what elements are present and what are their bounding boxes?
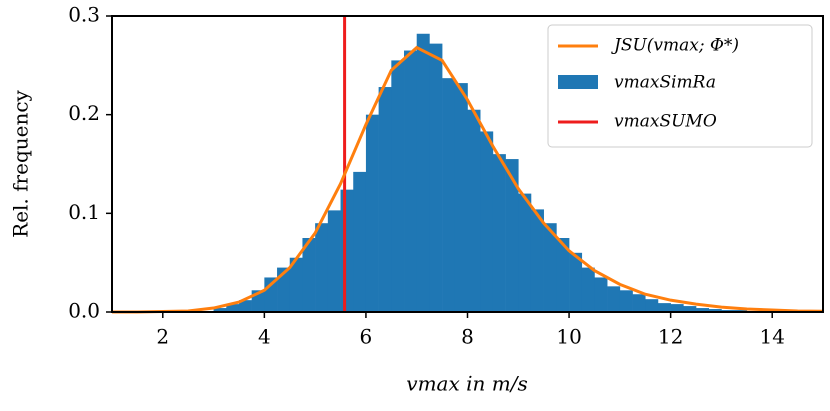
fit-curve <box>112 45 824 314</box>
histogram-bar <box>518 193 532 312</box>
histogram-bar <box>429 43 443 312</box>
histogram-bar <box>492 154 506 312</box>
y-tick-label: 0.2 <box>68 101 100 125</box>
histogram-bar <box>581 267 595 312</box>
histogram-bar <box>619 290 633 312</box>
histogram-bar <box>378 87 392 312</box>
legend-frame <box>547 24 813 148</box>
histogram-bar <box>391 60 405 313</box>
histogram-bar <box>683 306 697 312</box>
x-tick-label: 10 <box>556 325 581 349</box>
histogram-bar <box>556 238 570 312</box>
x-tick-label: 4 <box>258 325 271 349</box>
histogram-bar <box>353 171 367 312</box>
x-tick-label: 12 <box>658 325 683 349</box>
histogram-bar <box>696 308 710 312</box>
histogram-bar <box>657 303 671 312</box>
x-tick-label: 2 <box>156 325 169 349</box>
y-axis-label: Rel. frequency <box>9 89 33 237</box>
histogram-bar <box>708 309 722 312</box>
histogram-bar <box>327 210 341 312</box>
y-tick-label: 0.0 <box>68 299 100 323</box>
histogram-bar <box>226 304 240 312</box>
x-tick-label: 14 <box>759 325 784 349</box>
histogram-bar <box>315 223 329 312</box>
histogram-bar <box>454 83 468 313</box>
histogram-bar <box>607 286 621 312</box>
histogram-bar <box>340 189 354 312</box>
histogram-bar <box>632 294 646 312</box>
histogram-bar <box>238 300 252 312</box>
histogram-bar <box>302 238 316 312</box>
histogram-bar <box>594 277 608 312</box>
histogram-bar <box>416 33 430 312</box>
histogram-bar <box>543 223 557 312</box>
histogram-bar <box>467 109 481 312</box>
histogram-bar <box>442 78 456 312</box>
legend-label: vmaxSUMO <box>614 112 717 132</box>
histogram-bar <box>505 159 519 312</box>
x-axis-label: vmax in m/s <box>406 372 527 396</box>
legend: JSU(vmax; Φ*) vmaxSimRa vmaxSUMO <box>547 24 813 148</box>
histogram-bar <box>645 299 659 312</box>
histogram-bar <box>530 209 544 312</box>
y-tick-label: 0.3 <box>68 3 100 27</box>
x-tick-label: 8 <box>461 325 474 349</box>
x-tick-label: 6 <box>360 325 373 349</box>
histogram-bar <box>289 257 303 312</box>
histogram-bar <box>670 304 684 312</box>
legend-swatch <box>558 75 598 89</box>
legend-label: vmaxSimRa <box>614 73 716 93</box>
histogram-bar <box>480 131 494 312</box>
histogram-bar <box>404 50 418 313</box>
legend-label: JSU(vmax; Φ*) <box>611 36 739 56</box>
histogram-bar <box>277 267 291 312</box>
histogram-bar <box>213 308 227 312</box>
histogram-bar <box>569 252 583 312</box>
y-tick-label: 0.1 <box>68 200 100 224</box>
histogram-bar <box>365 114 379 313</box>
